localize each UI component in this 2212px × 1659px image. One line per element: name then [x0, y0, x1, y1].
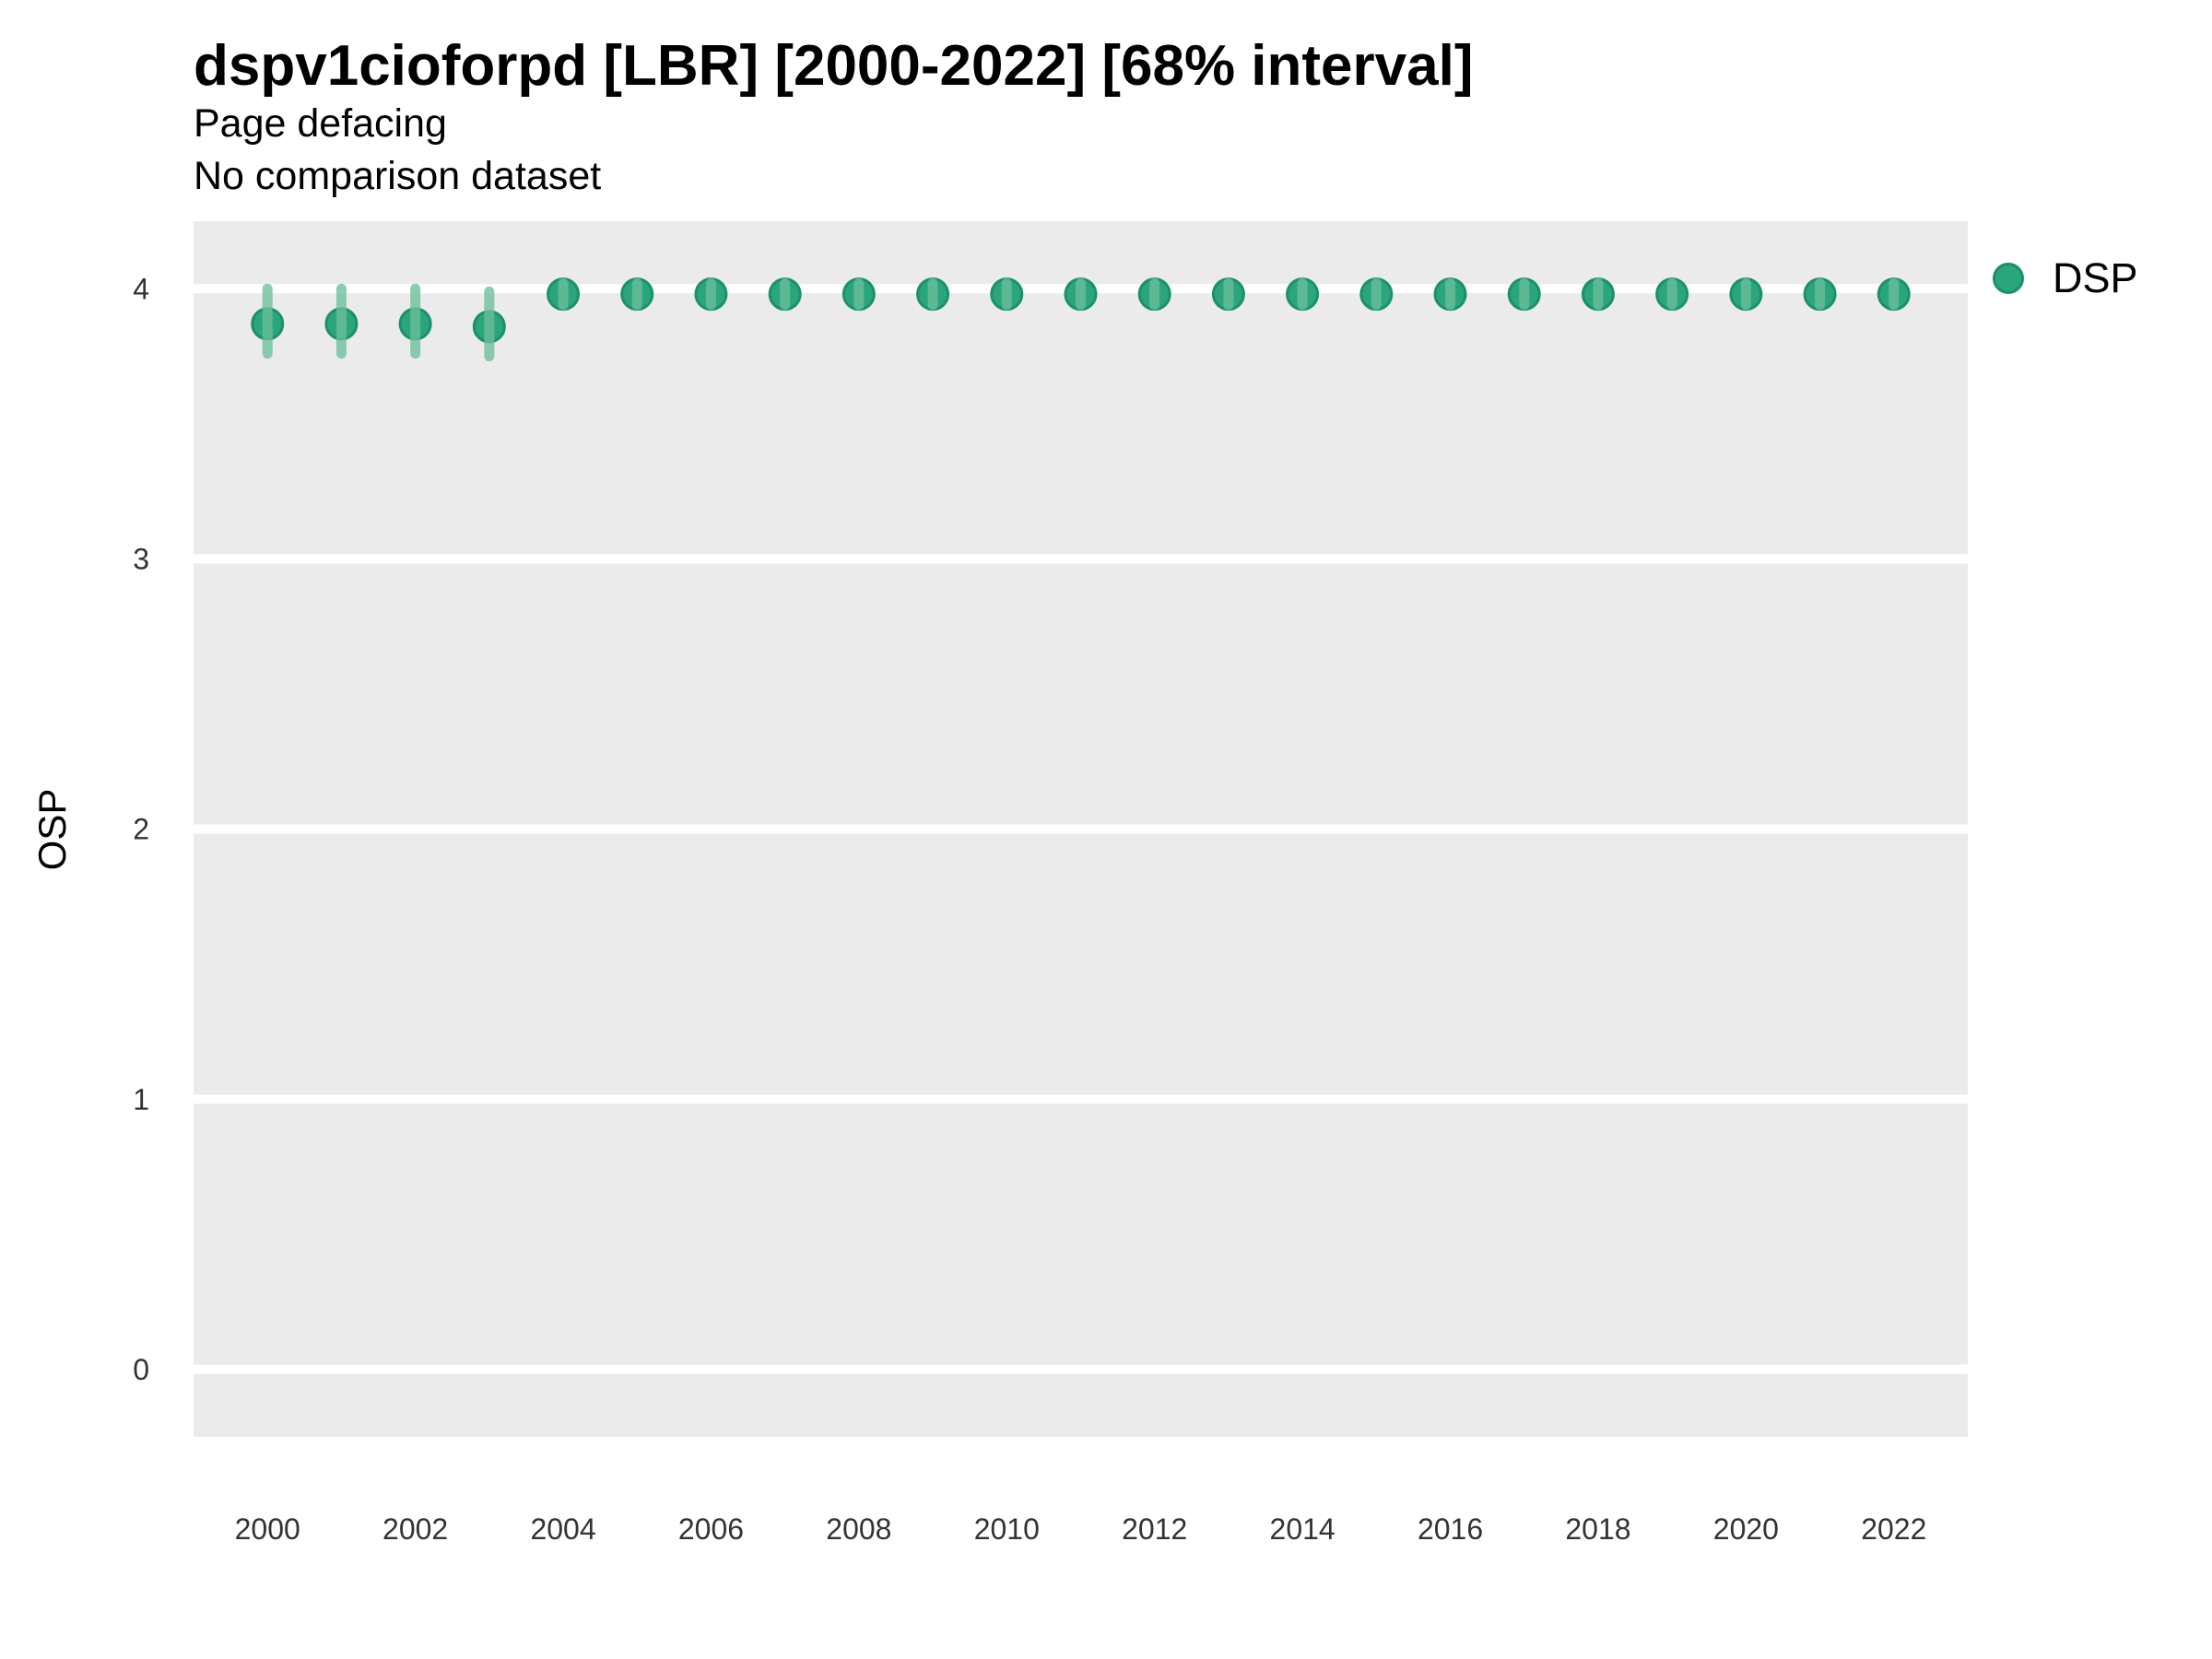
y-axis-title: OSP: [30, 788, 74, 871]
y-tick-label-2: 2: [133, 813, 149, 846]
chart-title: dspv1cioforpd [LBR] [2000-2022] [68% int…: [194, 34, 1474, 98]
y-tick-label-4: 4: [133, 272, 149, 305]
legend: DSP: [1993, 254, 2138, 302]
chart-subtitle-line1: Page defacing: [194, 101, 447, 146]
x-tick-label-2002: 2002: [382, 1512, 448, 1546]
x-tick-label-2000: 2000: [235, 1512, 300, 1546]
x-tick-label-2010: 2010: [974, 1512, 1040, 1546]
x-tick-label-2022: 2022: [1861, 1512, 1926, 1546]
y-tick-label-3: 3: [133, 543, 149, 576]
x-tick-label-2004: 2004: [530, 1512, 595, 1546]
legend-label: DSP: [2053, 254, 2138, 301]
y-tick-label-1: 1: [133, 1083, 149, 1116]
x-tick-label-2016: 2016: [1418, 1512, 1483, 1546]
x-tick-label-2018: 2018: [1565, 1512, 1630, 1546]
chart-subtitle-line2: No comparison dataset: [194, 154, 602, 198]
x-tick-label-2020: 2020: [1713, 1512, 1779, 1546]
y-tick-label-0: 0: [133, 1353, 149, 1386]
legend-point-icon: [1993, 263, 2024, 294]
x-tick-label-2014: 2014: [1270, 1512, 1335, 1546]
x-tick-label-2008: 2008: [826, 1512, 891, 1546]
x-tick-label-2012: 2012: [1122, 1512, 1187, 1546]
x-tick-label-2006: 2006: [678, 1512, 744, 1546]
